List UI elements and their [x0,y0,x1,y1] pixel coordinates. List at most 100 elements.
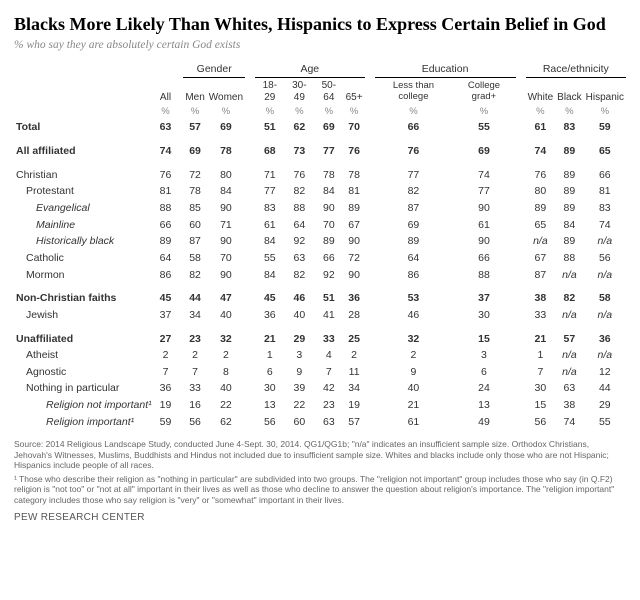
cell: 78 [344,167,365,184]
cell: 45 [255,291,285,308]
cell: 88 [158,201,174,218]
row-label: Evangelical [14,201,158,218]
cell: 66 [375,120,453,137]
col-header: Women [207,78,245,105]
cell: 84 [255,234,285,251]
cell: n/a [555,348,583,365]
row-label: Religion not important¹ [14,398,158,415]
cell: 77 [375,167,453,184]
cell: 34 [183,307,206,324]
cell: 87 [375,201,453,218]
cell: 65 [584,144,626,161]
cell: 80 [526,184,556,201]
cell: 2 [344,348,365,365]
cell: 30 [255,381,285,398]
cell: 56 [584,250,626,267]
cell: n/a [555,307,583,324]
cell: 78 [314,167,344,184]
cell: 37 [452,291,515,308]
table-row: Non-Christian faiths45444745465136533738… [14,291,626,308]
cell: 82 [375,184,453,201]
cell: 56 [526,414,556,431]
cell: 63 [314,414,344,431]
cell: 63 [158,120,174,137]
cell: 55 [452,120,515,137]
cell: 41 [314,307,344,324]
cell: 36 [584,331,626,348]
cell: 60 [285,414,315,431]
cell: 63 [285,250,315,267]
cell: 32 [207,331,245,348]
cell: 76 [375,144,453,161]
cell: 11 [344,364,365,381]
table-row: Catholic645870556366726466678856 [14,250,626,267]
cell: 83 [255,201,285,218]
table-row: Religion not important¹19162213222319211… [14,398,626,415]
page-title: Blacks More Likely Than Whites, Hispanic… [14,14,626,35]
cell: 76 [526,167,556,184]
cell: 30 [452,307,515,324]
group-header: Gender [183,61,245,78]
cell: 40 [285,307,315,324]
cell: 77 [255,184,285,201]
cell: 44 [183,291,206,308]
cell: 84 [255,267,285,284]
cell: 74 [158,144,174,161]
cell: 71 [207,217,245,234]
cell: 36 [255,307,285,324]
cell: 74 [555,414,583,431]
row-label: All affiliated [14,144,158,161]
cell: 90 [452,234,515,251]
cell: 89 [555,184,583,201]
cell: 3 [285,348,315,365]
cell: 49 [452,414,515,431]
cell: 22 [285,398,315,415]
cell: 21 [526,331,556,348]
cell: 40 [207,381,245,398]
cell: 65 [526,217,556,234]
cell: 88 [285,201,315,218]
row-label: Historically black [14,234,158,251]
brand-label: PEW RESEARCH CENTER [14,512,626,523]
cell: 72 [183,167,206,184]
cell: 89 [555,167,583,184]
cell: 88 [555,250,583,267]
cell: 29 [285,331,315,348]
cell: 55 [255,250,285,267]
cell: 38 [526,291,556,308]
col-header: 30-49 [285,78,315,105]
cell: 69 [314,120,344,137]
cell: 47 [207,291,245,308]
cell: n/a [584,348,626,365]
cell: 69 [375,217,453,234]
cell: 84 [314,184,344,201]
cell: 90 [344,234,365,251]
cell: 69 [183,144,206,161]
cell: 36 [344,291,365,308]
cell: 46 [285,291,315,308]
cell: 64 [285,217,315,234]
cell: 60 [183,217,206,234]
cell: 23 [314,398,344,415]
cell: 76 [158,167,174,184]
cell: 56 [183,414,206,431]
cell: 89 [555,234,583,251]
cell: 90 [207,267,245,284]
cell: n/a [555,267,583,284]
col-header: Black [555,78,583,105]
cell: 90 [207,234,245,251]
cell: 51 [255,120,285,137]
cell: 24 [452,381,515,398]
cell: 67 [344,217,365,234]
cell: 89 [344,201,365,218]
cell: 82 [285,184,315,201]
cell: 87 [183,234,206,251]
cell: 2 [375,348,453,365]
cell: 66 [452,250,515,267]
page-subtitle: % who say they are absolutely certain Go… [14,39,626,51]
cell: 22 [207,398,245,415]
cell: 66 [584,167,626,184]
footnotes: Source: 2014 Religious Landscape Study, … [14,439,626,506]
cell: 21 [375,398,453,415]
cell: 86 [375,267,453,284]
